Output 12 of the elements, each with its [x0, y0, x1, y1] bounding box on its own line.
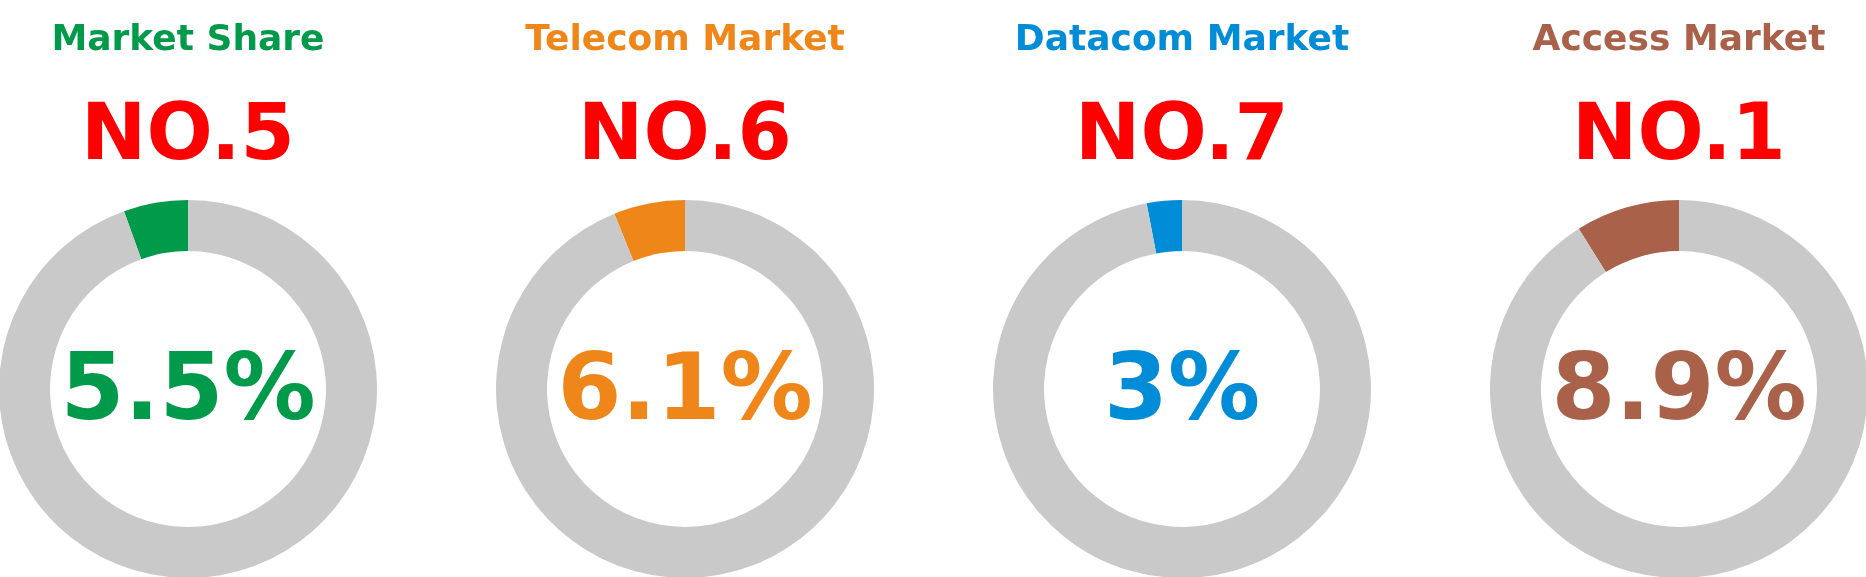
- chart-title: Datacom Market: [1013, 16, 1351, 60]
- data-label: 5.5%: [60, 333, 316, 441]
- chart-title: Access Market: [1531, 16, 1827, 60]
- chart-title: Telecom Market: [524, 16, 846, 60]
- chart-subtitle: NO.1: [1571, 86, 1787, 179]
- data-label: 8.9%: [1551, 333, 1807, 441]
- chart-title: Market Share: [50, 16, 326, 60]
- chart-subtitle: NO.6: [577, 86, 793, 179]
- data-label: 6.1%: [557, 333, 813, 441]
- chart-subtitle: NO.5: [80, 86, 296, 179]
- chart-subtitle: NO.7: [1074, 86, 1290, 179]
- data-label: 3%: [1103, 333, 1261, 441]
